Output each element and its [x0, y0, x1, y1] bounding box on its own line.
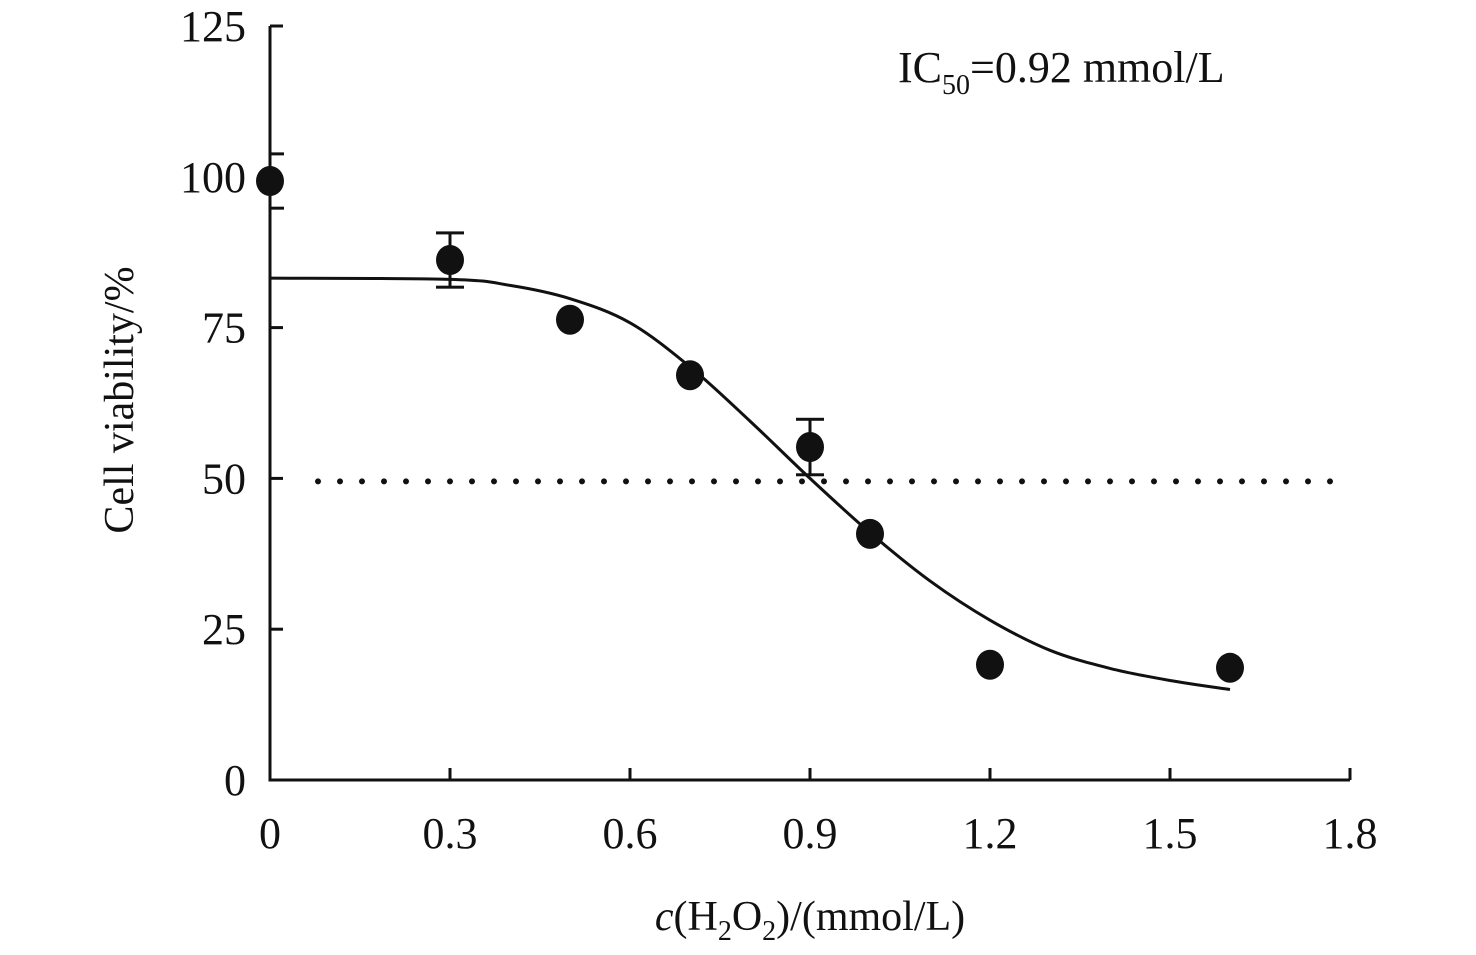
y-tick-label: 75	[202, 304, 246, 353]
data-point	[976, 649, 1004, 680]
ic50-annotation: IC50=0.92 mmol/L	[898, 43, 1225, 101]
y-tick-label: 125	[180, 2, 246, 51]
data-point	[676, 360, 704, 391]
x-label-sub1: 2	[718, 916, 732, 947]
y-axis-label: Cell viability/%	[97, 266, 143, 533]
fit-curve	[269, 276, 1231, 692]
data-points	[256, 152, 1244, 683]
x-tick-label: 1.5	[1143, 809, 1198, 858]
data-point	[856, 518, 884, 549]
data-point	[256, 166, 284, 197]
data-point	[436, 245, 464, 276]
y-tick-label: 0	[224, 756, 246, 805]
axes: 0 0.3 0.6 0.9 1.2 1.5 1.8 0 25 50 75 100 125	[180, 2, 1378, 858]
x-tick-label: 0.9	[783, 809, 838, 858]
x-tick-label: 0.6	[603, 809, 658, 858]
y-tick-label: 50	[202, 454, 246, 503]
x-tick-label: 0.3	[423, 809, 478, 858]
fit-curve-group	[269, 276, 1231, 692]
data-point	[556, 304, 584, 335]
x-label-sub2: 2	[762, 916, 776, 947]
x-tick-label: 0	[259, 809, 281, 858]
x-tick-label: 1.2	[963, 809, 1018, 858]
y-tick-label: 100	[180, 153, 246, 202]
x-axis-label: c(H2O2)/(mmol/L)	[655, 894, 965, 947]
ic50-pre: IC	[898, 43, 942, 92]
y-tick-label: 25	[202, 605, 246, 654]
x-label-post: )/(mmol/L)	[776, 894, 965, 940]
x-label-pre: (H	[674, 894, 718, 940]
data-point	[1216, 652, 1244, 683]
data-point	[796, 432, 824, 463]
x-label-italic: c	[655, 894, 674, 940]
ic50-subscript: 50	[942, 70, 970, 101]
x-label-mid: O	[732, 894, 762, 940]
x-tick-label: 1.8	[1323, 809, 1378, 858]
ic50-value: =0.92 mmol/L	[970, 43, 1225, 92]
